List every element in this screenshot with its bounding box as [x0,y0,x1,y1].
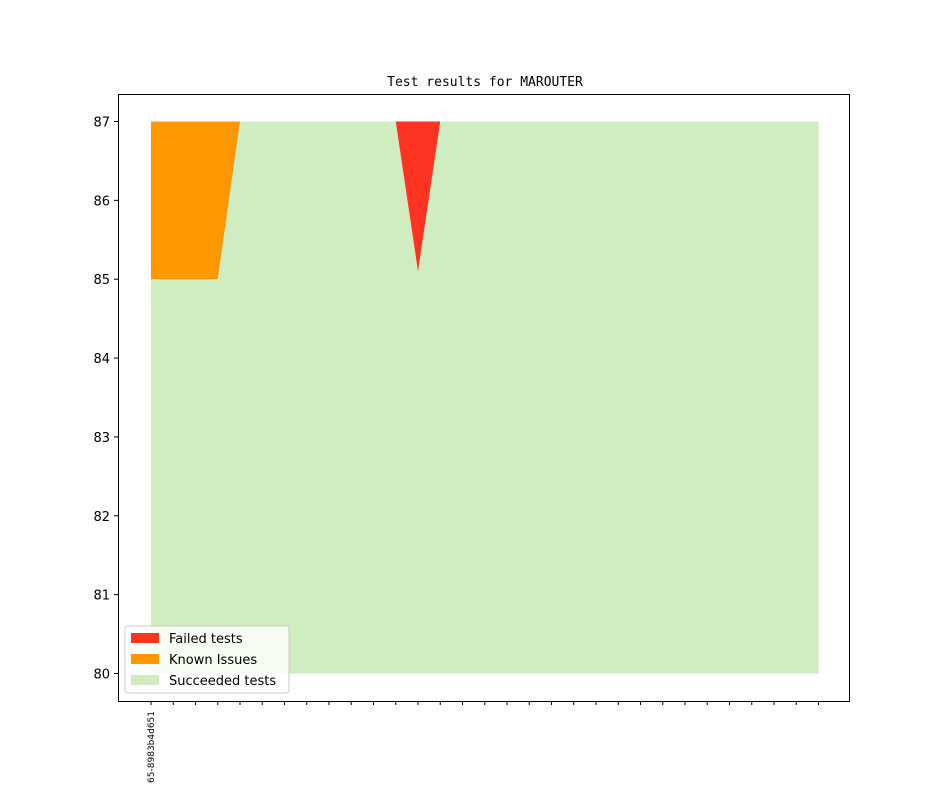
y-tick-label: 80 [93,668,110,683]
chart-title: Test results for MAROUTER [387,75,583,90]
legend: Failed tests Known Issues Succeeded tests [124,625,290,694]
legend-label: Known Issues [169,653,257,668]
y-axis: 80 81 82 83 84 85 86 87 [93,116,118,683]
plot-frame [118,94,850,702]
x-tick-label: 65-8983b4d651 [147,711,157,783]
area-known-issues [151,121,819,280]
y-tick-label: 85 [93,273,110,288]
area-succeeded-tests [151,121,819,674]
y-tick-label: 86 [93,194,110,209]
legend-box [124,625,290,694]
y-tick-label: 87 [93,116,110,131]
legend-swatch [131,654,159,664]
area-layers [151,121,819,674]
x-axis: 65-8983b4d651 [147,701,819,783]
y-tick-label: 82 [93,510,110,525]
legend-swatch [131,633,159,643]
y-tick-label: 84 [93,352,110,367]
legend-swatch [131,675,159,685]
legend-label: Succeeded tests [169,674,276,689]
legend-label: Failed tests [169,632,243,647]
y-tick-label: 81 [93,589,110,604]
y-tick-label: 83 [93,431,110,446]
